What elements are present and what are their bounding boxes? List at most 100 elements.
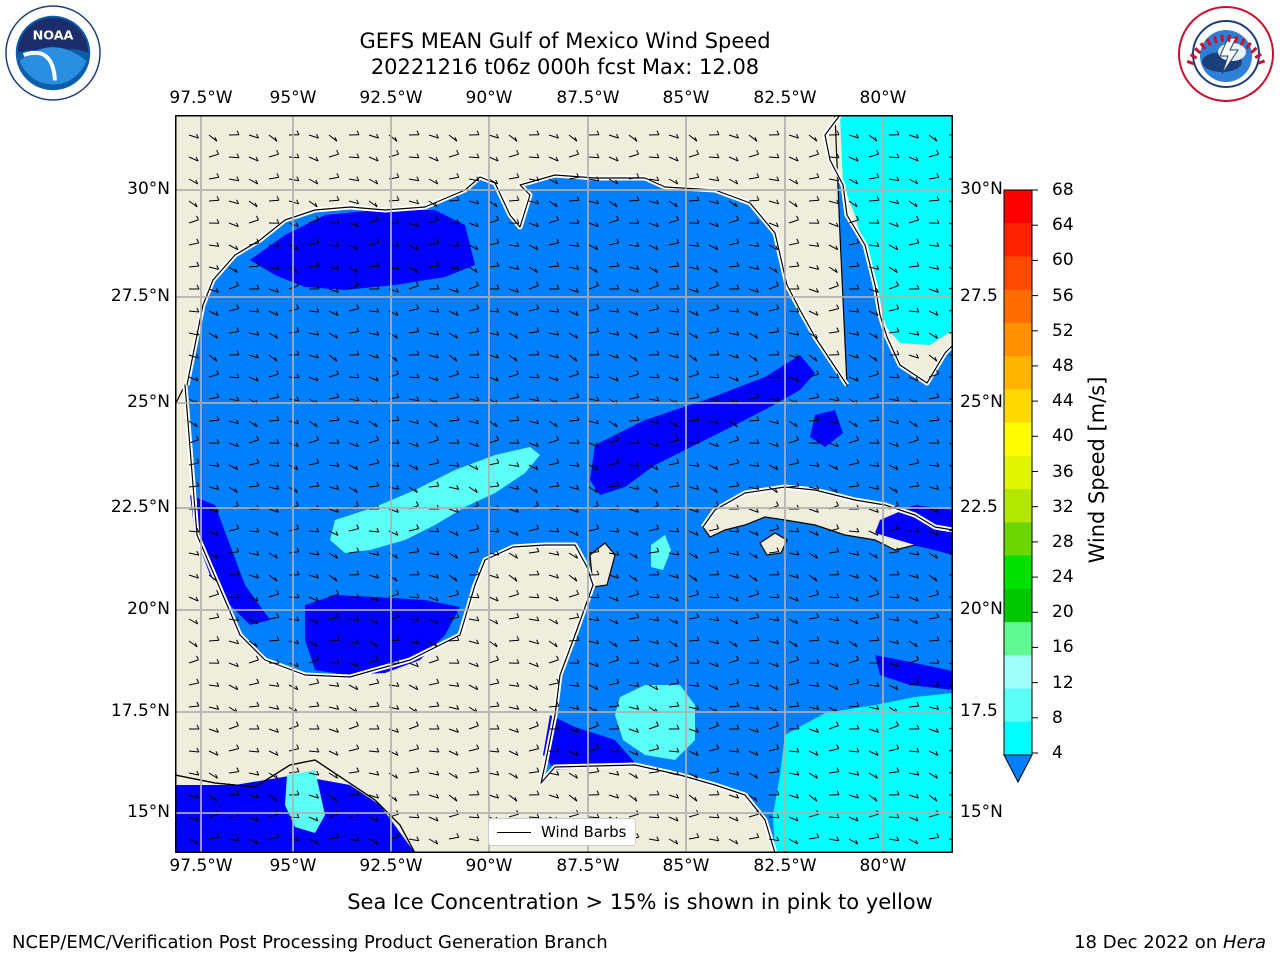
wind-barb	[868, 772, 878, 779]
wind-barb	[508, 682, 520, 687]
wind-barb	[368, 156, 379, 162]
wind-barb	[868, 750, 879, 756]
wind-barb	[468, 176, 480, 182]
wind-barb	[268, 552, 278, 559]
wind-barb	[188, 376, 199, 382]
wind-barb	[248, 816, 259, 822]
wind-barb	[688, 393, 700, 400]
noaa-logo: NOAA	[5, 5, 101, 101]
wind-barb	[268, 288, 279, 293]
wind-barb	[788, 376, 799, 382]
wind-barb	[628, 196, 640, 202]
wind-barb	[508, 393, 520, 400]
wind-barb	[948, 464, 953, 468]
wind-barb	[908, 330, 920, 336]
wind-barb	[648, 153, 660, 159]
wind-barb	[928, 196, 940, 202]
wind-barb	[868, 265, 880, 270]
wind-barb	[228, 222, 239, 228]
wind-barb	[368, 307, 380, 313]
wind-barb	[928, 794, 938, 802]
wind-barb	[608, 435, 619, 444]
wind-barb	[648, 524, 660, 532]
wind-barb	[688, 288, 699, 293]
wind-barb	[628, 288, 639, 293]
wind-barb	[928, 613, 940, 620]
wind-barb	[948, 486, 953, 491]
wind-barb	[628, 636, 640, 642]
wind-barb	[808, 485, 820, 490]
wind-barb	[788, 261, 800, 268]
wind-barb	[548, 458, 560, 466]
wind-barb	[548, 573, 559, 579]
wind-barb	[888, 222, 899, 228]
wind-barb	[928, 589, 940, 598]
wind-barb	[548, 481, 560, 488]
wind-barb	[748, 772, 758, 779]
wind-barb	[228, 790, 240, 796]
wind-barb	[748, 149, 760, 158]
wind-barb	[628, 242, 640, 247]
wind-barb	[348, 396, 360, 402]
wind-barb	[548, 178, 559, 185]
wind-barb	[768, 464, 779, 471]
wind-barb	[828, 593, 840, 599]
wind-barb	[868, 682, 880, 687]
wind-barb	[608, 133, 619, 139]
wind-barb	[908, 747, 920, 753]
wind-barb	[448, 636, 460, 642]
wind-barb	[768, 547, 780, 554]
wind-barb	[628, 219, 640, 224]
wind-barb	[428, 458, 440, 466]
wind-barb	[428, 330, 440, 336]
wind-barb	[848, 550, 860, 556]
wind-barb	[208, 196, 220, 202]
wind-barb	[548, 793, 559, 799]
wind-barb	[708, 767, 720, 774]
wind-barb	[548, 435, 559, 444]
wind-barb	[308, 747, 320, 753]
wind-barb	[768, 836, 780, 842]
wind-barb	[328, 794, 338, 802]
wind-barb	[908, 527, 920, 533]
wind-barb	[528, 266, 538, 274]
wind-barb	[888, 281, 899, 290]
wind-barb	[808, 728, 819, 733]
wind-barb	[868, 530, 879, 536]
wind-barb	[188, 200, 198, 208]
colorbar	[1003, 189, 1038, 784]
wind-barb	[688, 728, 699, 733]
wind-barb	[648, 350, 660, 356]
band-low-east	[875, 655, 953, 690]
wind-barb	[828, 639, 840, 645]
wind-barb	[468, 153, 480, 159]
wind-barb	[848, 596, 859, 602]
wind-barb	[228, 486, 238, 494]
wind-barb	[268, 705, 280, 710]
wind-barb	[248, 655, 259, 664]
wind-barb	[768, 684, 779, 691]
wind-barb	[368, 420, 378, 428]
wind-barb	[948, 684, 953, 688]
wind-barb	[828, 199, 840, 205]
band-cyan-center	[330, 447, 540, 553]
wind-barb	[448, 265, 460, 270]
wind-barb	[708, 396, 720, 402]
wind-barb	[208, 794, 218, 802]
wind-barb	[628, 574, 638, 582]
wind-barb	[848, 701, 860, 708]
wind-barb	[788, 458, 800, 466]
wind-barb	[628, 659, 640, 664]
wind-barb	[268, 794, 278, 802]
wind-barb	[808, 636, 820, 642]
wind-barb	[308, 793, 319, 799]
wind-barb	[208, 750, 219, 756]
wind-barb	[908, 353, 919, 359]
wind-barb	[348, 176, 360, 182]
wind-barb	[948, 200, 953, 203]
wind-barb	[948, 816, 953, 818]
wind-barb	[648, 593, 660, 599]
colorbar-tick-label: 60	[1052, 250, 1074, 271]
wind-barb	[828, 464, 839, 471]
wind-barb	[308, 238, 320, 246]
